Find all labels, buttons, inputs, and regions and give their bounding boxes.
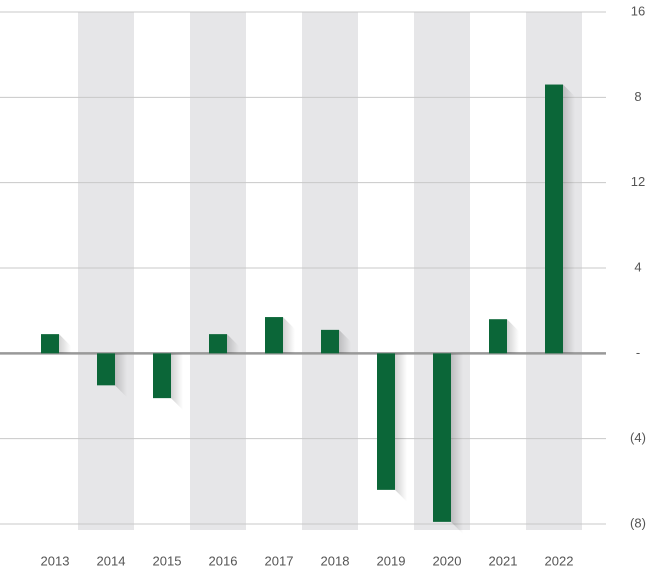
y-tick-label: (4)	[630, 430, 646, 445]
x-tick-label: 2013	[41, 553, 70, 568]
bar	[265, 317, 283, 354]
bar	[377, 353, 395, 490]
y-tick-label: 16	[631, 3, 645, 18]
band	[190, 12, 246, 530]
y-tick-label: (8)	[630, 515, 646, 530]
bar	[209, 334, 227, 354]
bar	[433, 353, 451, 522]
bar	[489, 319, 507, 354]
bar	[97, 353, 115, 386]
x-tick-label: 2017	[265, 553, 294, 568]
x-tick-label: 2022	[545, 553, 574, 568]
bar-shadow	[283, 317, 295, 354]
bar-shadow	[339, 329, 351, 354]
x-tick-label: 2021	[489, 553, 518, 568]
band	[78, 12, 134, 530]
bar	[321, 329, 339, 354]
x-tick-label: 2015	[153, 553, 182, 568]
y-tick-label: 4	[634, 259, 641, 274]
y-tick-label: 12	[631, 174, 645, 189]
bar-shadow	[227, 334, 239, 354]
bar-shadow	[59, 334, 71, 354]
bar-shadow	[451, 353, 463, 534]
bar	[545, 84, 563, 354]
y-tick-label: -	[636, 345, 640, 360]
bar	[153, 353, 171, 399]
x-tick-label: 2016	[209, 553, 238, 568]
x-tick-label: 2020	[433, 553, 462, 568]
bar-shadow	[563, 84, 575, 354]
band	[302, 12, 358, 530]
x-tick-label: 2018	[321, 553, 350, 568]
bar-shadow	[115, 353, 127, 398]
x-tick-label: 2019	[377, 553, 406, 568]
bar-shadow	[171, 353, 183, 411]
x-tick-label: 2014	[97, 553, 126, 568]
bar	[41, 334, 59, 354]
bar-shadow	[507, 319, 519, 354]
y-tick-label: 8	[634, 89, 641, 104]
bar-shadow	[395, 353, 407, 502]
